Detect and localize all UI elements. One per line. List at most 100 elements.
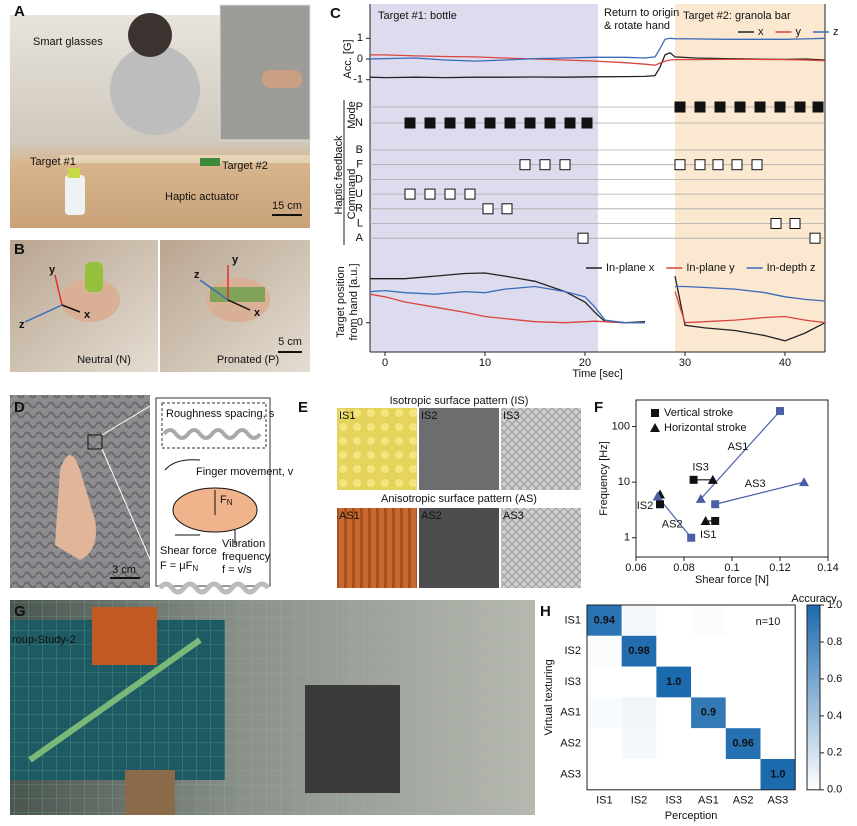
x-tick-label: AS1 [698,795,719,807]
cell-label: 0.98 [628,645,649,657]
x-label: Time [sec] [572,368,622,380]
label: FN [220,494,233,507]
cell [656,666,692,698]
x-tick-label: 20 [579,357,591,369]
title: Anisotropic surface pattern (AS) [381,493,537,505]
event-marker [731,159,743,171]
x-tick-label: 0.08 [673,562,694,574]
panel-label: G [14,603,26,620]
x-tick-label: AS3 [767,795,788,807]
point-label: AS1 [728,441,749,453]
x-tick-label: IS3 [665,795,682,807]
event-marker [674,101,686,113]
texture-tiles [337,408,581,588]
point-label: AS2 [662,519,683,531]
point [711,516,720,525]
cell-label: 0.9 [701,707,716,719]
y-tick-label: 100 [612,420,630,432]
annotation: Return to origin [604,7,679,19]
event-marker [809,232,821,244]
y-tick-label: F [356,159,363,171]
label: Shear force [160,545,217,557]
event-marker [774,101,786,113]
panel-label: B [14,241,25,258]
panel-label: A [14,3,25,20]
event-marker [674,159,686,171]
point [711,500,720,509]
x-tick-label: 30 [679,357,691,369]
cell [656,697,692,729]
axis-letter: y [232,254,239,266]
colorbar [806,604,821,791]
panel-label: H [540,603,551,620]
y-tick-label: AS2 [560,738,581,750]
y-tick-label: AS3 [560,768,581,780]
event-marker [524,117,536,129]
legend-label: Horizontal stroke [664,422,747,434]
screen-text: roup-Study-2 [12,634,76,646]
line [370,272,826,342]
point-label: AS3 [745,478,766,490]
event-marker [504,117,516,129]
cell [760,666,796,698]
point [651,409,659,417]
label: f = v/s [222,564,252,576]
y-tick-label: 0 [357,53,363,65]
line [369,37,826,62]
x-tick-label: 10 [479,357,491,369]
label: Target #1 [30,156,76,168]
y-tick-label: IS2 [564,645,581,657]
y-tick-label: B [356,144,363,156]
cell [725,635,761,667]
cell-label: 1.0 [666,676,681,688]
axis-letter: z [19,319,25,331]
cell [691,635,726,667]
pair-line [700,410,781,500]
y-tick-label: 1 [357,32,363,44]
event-marker [424,188,436,200]
cell [656,759,692,790]
cell [587,728,622,759]
cell [760,759,796,790]
axis-arrow [54,274,63,306]
cell [656,728,692,759]
pair-line [715,481,805,505]
axis-letter: x [254,307,261,319]
cell [621,697,657,729]
tile-label: IS2 [421,410,438,422]
axis-letter: y [49,264,56,276]
panel-label: C [330,5,341,22]
event-marker [519,159,531,171]
panel-label: D [14,399,25,416]
legend-label: In-plane x [606,262,655,274]
label: Target #2 [222,160,268,172]
point [656,500,664,509]
cell [691,759,726,790]
panel-label: E [298,399,308,416]
x-tick-label: 0 [382,357,388,369]
scale-label: 5 cm [278,336,302,348]
x-tick-label: 40 [779,357,791,369]
legend-label: z [833,26,839,38]
y-tick-label: 1 [624,532,630,544]
axis-arrow [199,279,229,301]
y-tick-label: 10 [618,476,630,488]
point-label: IS1 [700,529,717,541]
y-tick-label: AS1 [560,707,581,719]
y-label: Frequency [Hz] [598,441,610,516]
cell-label: 0.94 [594,614,616,626]
y-label: Mode [346,101,358,129]
axis-letter: x [84,309,91,321]
cell [691,666,726,698]
x-label: Perception [665,810,718,822]
legend-label: In-plane y [686,262,735,274]
cell [656,605,692,636]
region [675,4,825,352]
point [776,407,784,416]
legend-label: y [796,26,802,38]
point [799,477,809,487]
event-marker [694,101,706,113]
y-tick-label: -1 [353,74,363,86]
event-marker [577,232,589,244]
point [695,493,706,503]
